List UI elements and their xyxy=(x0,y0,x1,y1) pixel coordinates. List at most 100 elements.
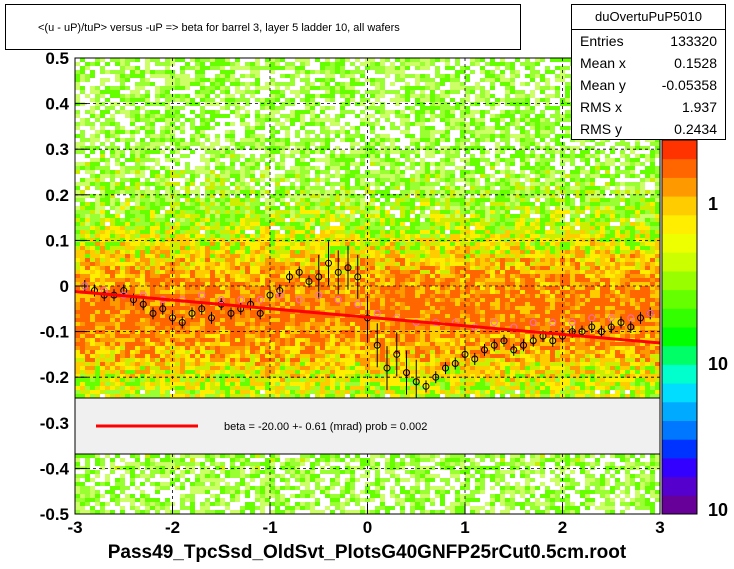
heatmap-cell xyxy=(120,270,125,274)
heatmap-cell xyxy=(415,138,420,142)
heatmap-cell xyxy=(250,174,255,178)
heatmap-cell xyxy=(145,158,150,162)
heatmap-cell xyxy=(210,270,215,274)
heatmap-cell xyxy=(570,254,575,258)
heatmap-cell xyxy=(270,258,275,262)
heatmap-cell xyxy=(105,162,110,166)
heatmap-cell xyxy=(450,86,455,90)
heatmap-cell xyxy=(335,198,340,202)
heatmap-cell xyxy=(385,218,390,222)
heatmap-cell xyxy=(400,254,405,258)
heatmap-cell xyxy=(455,198,460,202)
heatmap-cell xyxy=(275,246,280,250)
heatmap-cell xyxy=(240,230,245,234)
heatmap-cell xyxy=(125,142,130,146)
heatmap-cell xyxy=(545,98,550,102)
heatmap-cell xyxy=(115,230,120,234)
heatmap-cell xyxy=(530,70,535,74)
heatmap-cell xyxy=(550,70,555,74)
heatmap-cell xyxy=(445,202,450,206)
heatmap-cell xyxy=(180,174,185,178)
heatmap-cell xyxy=(565,118,570,122)
heatmap-cell xyxy=(310,150,315,154)
heatmap-cell xyxy=(115,214,120,218)
heatmap-cell xyxy=(210,214,215,218)
heatmap-cell xyxy=(335,174,340,178)
heatmap-cell xyxy=(250,130,255,134)
heatmap-cell xyxy=(420,202,425,206)
heatmap-cell xyxy=(245,138,250,142)
heatmap-cell xyxy=(160,242,165,246)
heatmap-cell xyxy=(230,202,235,206)
heatmap-cell xyxy=(150,246,155,250)
heatmap-cell xyxy=(220,186,225,190)
heatmap-cell xyxy=(595,262,600,266)
heatmap-cell xyxy=(580,238,585,242)
heatmap-cell xyxy=(270,254,275,258)
heatmap-cell xyxy=(315,258,320,262)
heatmap-cell xyxy=(245,262,250,266)
heatmap-cell xyxy=(235,270,240,274)
heatmap-cell xyxy=(395,126,400,130)
heatmap-cell xyxy=(615,234,620,238)
heatmap-cell xyxy=(505,162,510,166)
heatmap-cell xyxy=(535,234,540,238)
heatmap-cell xyxy=(525,250,530,254)
heatmap-cell xyxy=(240,270,245,274)
heatmap-cell xyxy=(490,266,495,270)
heatmap-cell xyxy=(150,222,155,226)
heatmap-cell xyxy=(270,242,275,246)
heatmap-cell xyxy=(195,202,200,206)
heatmap-cell xyxy=(230,262,235,266)
heatmap-cell xyxy=(350,146,355,150)
heatmap-cell xyxy=(545,270,550,274)
heatmap-cell xyxy=(375,210,380,214)
heatmap-cell xyxy=(435,254,440,258)
heatmap-cell xyxy=(580,194,585,198)
heatmap-cell xyxy=(200,250,205,254)
heatmap-cell xyxy=(280,142,285,146)
heatmap-cell xyxy=(240,234,245,238)
heatmap-cell xyxy=(295,114,300,118)
heatmap-cell xyxy=(480,134,485,138)
heatmap-cell xyxy=(135,90,140,94)
heatmap-cell xyxy=(380,218,385,222)
heatmap-cell xyxy=(195,242,200,246)
heatmap-cell xyxy=(240,250,245,254)
heatmap-cell xyxy=(380,134,385,138)
heatmap-cell xyxy=(435,130,440,134)
heatmap-cell xyxy=(300,150,305,154)
heatmap-cell xyxy=(585,262,590,266)
heatmap-cell xyxy=(560,222,565,226)
heatmap-cell xyxy=(205,134,210,138)
heatmap-cell xyxy=(510,186,515,190)
heatmap-cell xyxy=(320,158,325,162)
heatmap-cell xyxy=(230,150,235,154)
heatmap-cell xyxy=(270,250,275,254)
heatmap-cell xyxy=(655,170,660,174)
heatmap-cell xyxy=(295,134,300,138)
heatmap-cell xyxy=(480,194,485,198)
heatmap-cell xyxy=(425,138,430,142)
heatmap-cell xyxy=(470,158,475,162)
heatmap-cell xyxy=(495,202,500,206)
heatmap-cell xyxy=(625,190,630,194)
heatmap-cell xyxy=(425,218,430,222)
heatmap-cell xyxy=(390,158,395,162)
heatmap-cell xyxy=(365,90,370,94)
heatmap-cell xyxy=(345,170,350,174)
heatmap-cell xyxy=(645,154,650,158)
heatmap-cell xyxy=(555,122,560,126)
heatmap-cell xyxy=(90,242,95,246)
heatmap-cell xyxy=(595,210,600,214)
heatmap-cell xyxy=(310,166,315,170)
heatmap-cell xyxy=(280,166,285,170)
heatmap-cell xyxy=(200,202,205,206)
heatmap-cell xyxy=(195,254,200,258)
heatmap-cell xyxy=(375,250,380,254)
heatmap-cell xyxy=(535,98,540,102)
heatmap-cell xyxy=(465,198,470,202)
heatmap-cell xyxy=(655,214,660,218)
heatmap-cell xyxy=(530,266,535,270)
heatmap-cell xyxy=(160,134,165,138)
